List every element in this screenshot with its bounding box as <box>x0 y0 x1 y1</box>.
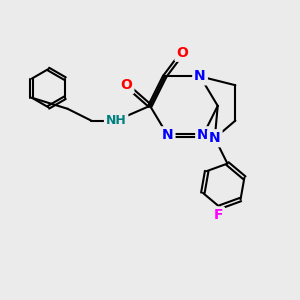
Text: N: N <box>162 128 173 142</box>
Text: N: N <box>197 128 209 142</box>
Text: F: F <box>214 208 223 222</box>
Text: O: O <box>176 46 188 60</box>
Text: NH: NH <box>106 114 127 127</box>
Text: N: N <box>209 131 220 145</box>
Text: N: N <box>194 69 206 83</box>
Text: O: O <box>121 78 132 92</box>
